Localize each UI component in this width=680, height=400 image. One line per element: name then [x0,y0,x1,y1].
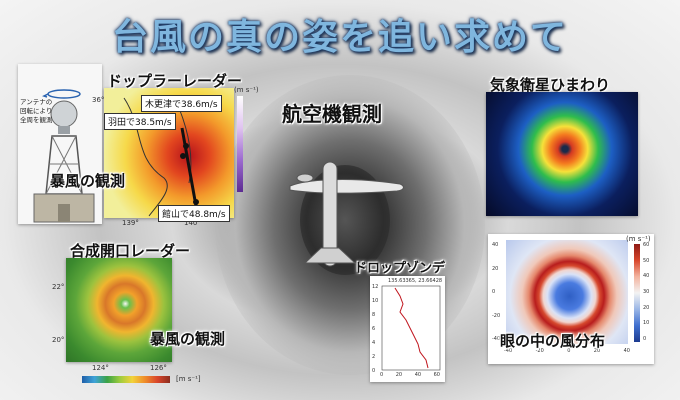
antenna-note-line-3: 全周を観測 [20,116,53,124]
eye-colorbar-tick: 0 [643,335,647,342]
sar-heading: 合成開口レーダー [70,242,191,260]
doppler-observation-label: 暴風の観測 [50,172,126,190]
eye-colorbar-ticks: 60 50 40 30 20 10 0 [643,242,649,342]
sar-colorbar-unit: [m s⁻¹] [176,375,201,383]
eye-x-tick: 20 [593,348,601,354]
doppler-lon-tick-140: 140° [184,219,201,227]
dropsonde-x-tick: 20 [395,372,403,378]
radar-tower-icon [33,89,95,223]
himawari-heading: 気象衛星ひまわり [490,76,611,94]
page-title: 台風の真の姿を追い求めて [111,17,568,58]
antenna-note-line-1: アンテナの [20,98,53,106]
dropsonde-y-tick: 6 [372,326,376,332]
sar-colorbar [82,376,170,383]
dropsonde-heading: ドロップゾンデ [354,261,446,276]
dropsonde-x-tick: 40 [414,372,422,378]
radar-tower-panel: アンテナの 回転により 全周を観測 [18,64,102,224]
dropsonde-y-tick: 0 [372,368,376,374]
dropsonde-y-tick: 8 [372,312,376,318]
eye-colorbar-tick: 60 [643,242,650,248]
dropsonde-y-tick: 2 [372,354,376,360]
dropsonde-x-tick: 0 [380,372,384,378]
callout-tateyama: 館山で48.8m/s [158,205,230,222]
doppler-lat-tick: 36° [92,96,105,104]
eye-colorbar-tick: 40 [643,273,650,280]
callout-haneda: 羽田で38.5m/s [104,113,176,130]
eye-y-tick: -40 [492,336,501,342]
dropsonde-wind-profile [381,285,441,371]
aircraft-heading: 航空機観測 [282,102,382,126]
eye-heading: 眼の中の風分布 [500,332,606,350]
dropsonde-x-ticks: 0 20 40 60 [380,372,440,378]
dropsonde-y-tick: 12 [372,284,379,290]
doppler-lon-tick-139: 139° [122,219,139,227]
sar-observation-label: 暴風の観測 [150,330,226,348]
eye-y-ticks: 40 20 0 -20 -40 [492,242,500,342]
eye-colorbar-tick: 10 [643,320,650,327]
callout-kisarazu: 木更津で38.6m/s [141,95,222,112]
dropsonde-profile-plot: 135.63365, 23.66428 12 10 8 6 4 2 0 0 20… [370,276,445,382]
eye-colorbar-tick: 30 [643,288,650,295]
himawari-satellite-image [486,92,638,216]
eye-wind-field [506,240,628,344]
doppler-colorbar [237,96,243,192]
eye-unit: (m s⁻¹) [626,235,651,243]
eye-colorbar-tick: 20 [643,304,650,311]
sar-wind-map [66,258,172,362]
dropsonde-x-tick: 60 [433,372,440,378]
eye-y-tick: 20 [492,265,499,272]
eye-x-tick: -20 [535,348,544,354]
eye-wind-panel: (m s⁻¹) 60 50 40 30 20 10 0 40 20 0 -20 … [488,234,654,364]
sar-lat-tick-22: 22° [52,283,65,291]
dropsonde-plot-title: 135.63365, 23.66428 [388,278,443,284]
eye-y-tick: 0 [492,289,496,295]
sar-lon-tick-124: 124° [92,364,109,372]
eye-x-tick: -40 [504,348,513,354]
antenna-note-line-2: 回転により [20,107,53,115]
eye-colorbar [634,244,640,342]
dropsonde-y-tick: 10 [372,298,379,304]
doppler-unit: (m s⁻¹) [234,86,259,94]
eye-x-ticks: -40 -20 0 20 40 [504,348,630,354]
eye-x-tick: 40 [623,348,630,354]
dropsonde-y-ticks: 12 10 8 6 4 2 0 [372,284,378,374]
sar-lon-tick-126: 126° [150,364,167,372]
doppler-heading: ドップラーレーダー [107,72,243,90]
eye-colorbar-tick: 50 [643,257,650,264]
eye-y-tick: -20 [492,312,501,319]
aircraft-icon [289,161,404,267]
eye-y-tick: 40 [492,242,499,248]
eye-x-tick: 0 [567,348,571,354]
sar-lat-tick-20: 20° [52,336,65,344]
dropsonde-y-tick: 4 [372,340,376,346]
